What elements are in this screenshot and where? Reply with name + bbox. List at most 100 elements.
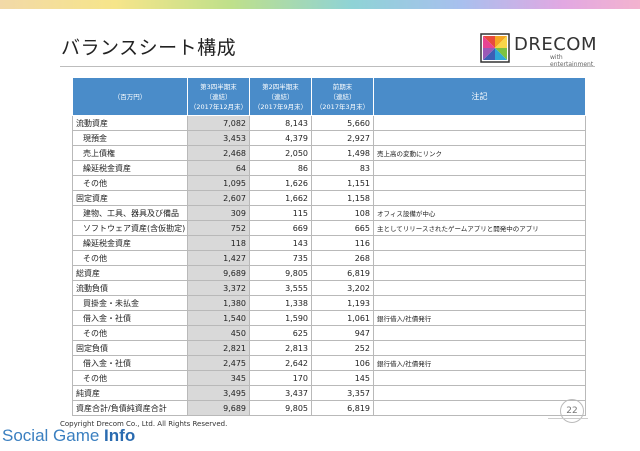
value-q2: 735 bbox=[249, 250, 312, 266]
table-row: その他 450 625 947 bbox=[72, 325, 586, 341]
value-q2: 115 bbox=[249, 205, 312, 221]
value-q2: 3,437 bbox=[249, 385, 312, 401]
row-note bbox=[373, 400, 586, 416]
row-label: その他 bbox=[72, 325, 188, 341]
value-q2: 1,626 bbox=[249, 175, 312, 191]
value-q3: 2,607 bbox=[187, 190, 250, 206]
header-prev-fy-line2: （連結） bbox=[329, 92, 356, 101]
table-row: 買掛金・未払金 1,380 1,338 1,193 bbox=[72, 295, 586, 311]
table-row: その他 345 170 145 bbox=[72, 370, 586, 386]
row-label: 資産合計/負債純資産合計 bbox=[72, 400, 188, 416]
page-number: 22 bbox=[560, 399, 584, 423]
row-label: 流動資産 bbox=[72, 115, 188, 131]
value-q3: 2,821 bbox=[187, 340, 250, 356]
watermark-part2: Info bbox=[104, 426, 136, 445]
value-prev-fy: 1,158 bbox=[311, 190, 374, 206]
header-q3-line1: 第3四半期末 bbox=[200, 82, 237, 91]
table-row: 純資産 3,495 3,437 3,357 bbox=[72, 385, 586, 401]
row-note bbox=[373, 370, 586, 386]
row-label: 繰延税金資産 bbox=[72, 235, 188, 251]
table-row: 資産合計/負債純資産合計 9,689 9,805 6,819 bbox=[72, 400, 586, 416]
value-prev-fy: 5,660 bbox=[311, 115, 374, 131]
header-prev-fy: 前期末 （連結） （2017年3月末） bbox=[311, 77, 374, 116]
row-label: その他 bbox=[72, 370, 188, 386]
header-q2: 第2四半期末 （連結） （2017年9月末） bbox=[249, 77, 312, 116]
value-q3: 3,372 bbox=[187, 280, 250, 296]
row-note: オフィス設備が中心 bbox=[373, 205, 586, 221]
table-row: 建物、工具、器具及び備品 309 115 108 オフィス設備が中心 bbox=[72, 205, 586, 221]
value-q2: 2,813 bbox=[249, 340, 312, 356]
value-q3: 64 bbox=[187, 160, 250, 176]
row-label: 純資産 bbox=[72, 385, 188, 401]
row-label: 流動負債 bbox=[72, 280, 188, 296]
table-row: ソフトウェア資産(含仮勘定) 752 669 665 主としてリリースされたゲームアプリ… bbox=[72, 220, 586, 236]
table-row: 総資産 9,689 9,805 6,819 bbox=[72, 265, 586, 281]
row-note: 銀行借入/社債発行 bbox=[373, 355, 586, 371]
row-note: 銀行借入/社債発行 bbox=[373, 310, 586, 326]
social-game-info-watermark: Social Game Info bbox=[2, 426, 135, 446]
row-label: 売上債権 bbox=[72, 145, 188, 161]
value-prev-fy: 947 bbox=[311, 325, 374, 341]
row-note bbox=[373, 160, 586, 176]
table-row: その他 1,095 1,626 1,151 bbox=[72, 175, 586, 191]
row-note bbox=[373, 265, 586, 281]
row-label: その他 bbox=[72, 175, 188, 191]
value-q3: 345 bbox=[187, 370, 250, 386]
row-note: 主としてリリースされたゲームアプリと開発中のアプリ bbox=[373, 220, 586, 236]
balance-sheet-table: （百万円） 第3四半期末 （連結） （2017年12月末） 第2四半期末 （連結… bbox=[72, 77, 586, 416]
value-prev-fy: 145 bbox=[311, 370, 374, 386]
row-note bbox=[373, 235, 586, 251]
unit-header: （百万円） bbox=[72, 77, 188, 116]
row-label: 借入金・社債 bbox=[72, 310, 188, 326]
value-q3: 7,082 bbox=[187, 115, 250, 131]
table-row: 繰延税金資産 118 143 116 bbox=[72, 235, 586, 251]
row-note bbox=[373, 190, 586, 206]
table-row: その他 1,427 735 268 bbox=[72, 250, 586, 266]
table-row: 現預金 3,453 4,379 2,927 bbox=[72, 130, 586, 146]
table-row: 固定負債 2,821 2,813 252 bbox=[72, 340, 586, 356]
row-note: 売上高の変動にリンク bbox=[373, 145, 586, 161]
value-q2: 86 bbox=[249, 160, 312, 176]
table-row: 繰延税金資産 64 86 83 bbox=[72, 160, 586, 176]
value-q2: 2,642 bbox=[249, 355, 312, 371]
table-row: 流動負債 3,372 3,555 3,202 bbox=[72, 280, 586, 296]
value-q3: 1,380 bbox=[187, 295, 250, 311]
row-label: 借入金・社債 bbox=[72, 355, 188, 371]
slide-title: バランスシート構成 bbox=[61, 37, 237, 59]
row-note bbox=[373, 130, 586, 146]
table-row: 売上債権 2,468 2,050 1,498 売上高の変動にリンク bbox=[72, 145, 586, 161]
value-q3: 450 bbox=[187, 325, 250, 341]
header-q3-line3: （2017年12月末） bbox=[189, 102, 248, 111]
value-q2: 2,050 bbox=[249, 145, 312, 161]
row-note bbox=[373, 175, 586, 191]
value-q2: 9,805 bbox=[249, 400, 312, 416]
value-q2: 625 bbox=[249, 325, 312, 341]
row-note bbox=[373, 295, 586, 311]
header-q3-line2: （連結） bbox=[205, 92, 232, 101]
value-q3: 3,453 bbox=[187, 130, 250, 146]
watermark-part1: Social Game bbox=[2, 426, 105, 445]
value-q3: 1,540 bbox=[187, 310, 250, 326]
header-q3: 第3四半期末 （連結） （2017年12月末） bbox=[187, 77, 250, 116]
row-label: 固定資産 bbox=[72, 190, 188, 206]
row-label: その他 bbox=[72, 250, 188, 266]
row-note bbox=[373, 250, 586, 266]
value-q3: 1,095 bbox=[187, 175, 250, 191]
top-gradient-bar bbox=[0, 0, 640, 9]
row-note bbox=[373, 385, 586, 401]
row-note bbox=[373, 340, 586, 356]
header-q2-line1: 第2四半期末 bbox=[262, 82, 299, 91]
table-row: 借入金・社債 2,475 2,642 106 銀行借入/社債発行 bbox=[72, 355, 586, 371]
value-q2: 1,662 bbox=[249, 190, 312, 206]
value-prev-fy: 1,498 bbox=[311, 145, 374, 161]
title-divider bbox=[60, 66, 595, 67]
drecom-logo-icon bbox=[480, 33, 510, 63]
value-q2: 1,590 bbox=[249, 310, 312, 326]
value-q3: 9,689 bbox=[187, 400, 250, 416]
notes-header: 注記 bbox=[373, 77, 586, 116]
table-row: 固定資産 2,607 1,662 1,158 bbox=[72, 190, 586, 206]
value-prev-fy: 106 bbox=[311, 355, 374, 371]
value-q2: 170 bbox=[249, 370, 312, 386]
table-row: 借入金・社債 1,540 1,590 1,061 銀行借入/社債発行 bbox=[72, 310, 586, 326]
value-q3: 309 bbox=[187, 205, 250, 221]
